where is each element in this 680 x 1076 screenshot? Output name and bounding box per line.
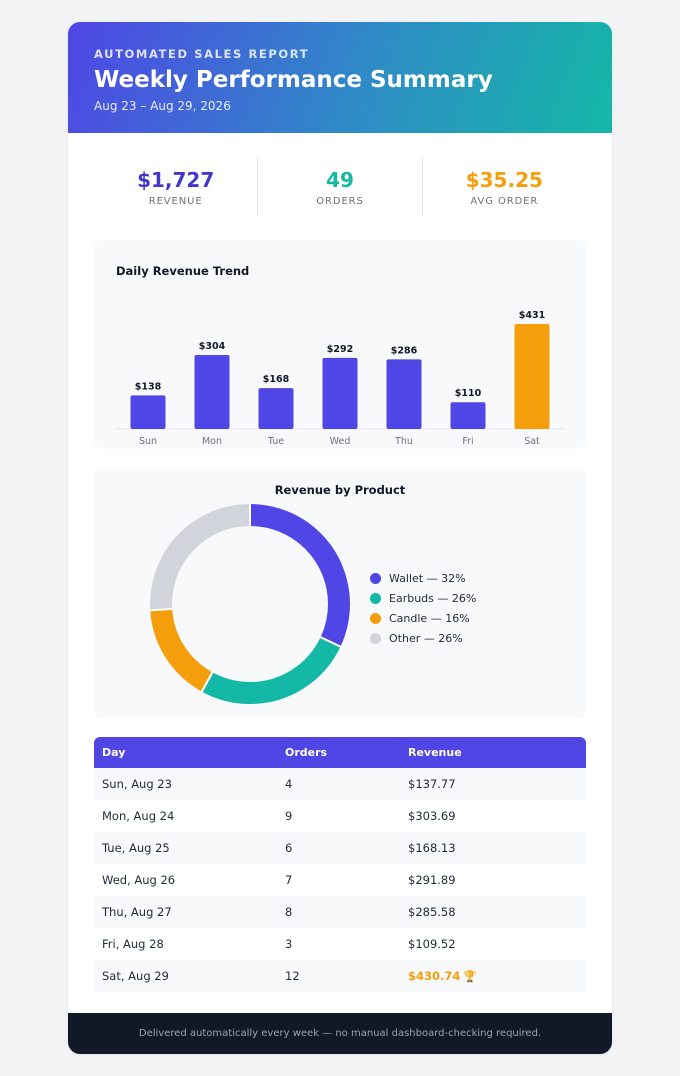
header-revenue: Revenue — [408, 746, 462, 759]
trophy-icon: 🏆 — [463, 970, 478, 983]
cell-orders: 3 — [285, 937, 293, 951]
bar-chart-svg: $138 Sun $304 Mon $168 Tue $292 Wed $286 Thu $110 F… — [116, 310, 564, 447]
header-orders: Orders — [285, 746, 328, 759]
bar-thu — [386, 359, 422, 429]
legend-label: Candle — 16% — [389, 611, 470, 625]
legend-swatch — [370, 612, 381, 624]
x-tick-label: Tue — [267, 436, 284, 447]
legend-label: Other — 26% — [389, 631, 463, 645]
x-tick-label: Mon — [202, 436, 222, 447]
cell-day: Thu, Aug 27 — [102, 905, 172, 919]
cell-orders: 4 — [285, 777, 293, 791]
legend-item: Wallet — 32% — [370, 568, 476, 588]
cell-revenue: $109.52 — [408, 937, 456, 951]
kpi-value: $35.25 — [465, 168, 543, 192]
bar-wed — [322, 357, 358, 429]
cell-orders: 8 — [285, 905, 293, 919]
legend-label: Earbuds — 26% — [389, 591, 477, 605]
x-tick-label: Sun — [139, 436, 157, 447]
kpi-revenue: $1,727 REVENUE — [94, 155, 257, 217]
report-header: AUTOMATED SALES REPORT Weekly Performanc… — [68, 22, 612, 133]
bar-mon — [194, 354, 230, 429]
cell-orders: 12 — [285, 969, 300, 983]
bar-value-label: $138 — [135, 381, 162, 392]
slice-separator — [149, 607, 174, 612]
daily-revenue-chart: $138 Sun $304 Mon $168 Tue $292 Wed $286 Thu $110 F… — [94, 240, 586, 449]
cell-orders: 9 — [285, 809, 293, 823]
cell-orders: 6 — [285, 841, 293, 855]
daily-breakdown-table: Day Orders Revenue Sun, Aug 23 4 $137.77 Mo… — [94, 737, 586, 992]
donut-chart-title: Revenue by Product — [274, 483, 406, 497]
donut-chart-svg — [149, 503, 350, 704]
cell-day: Wed, Aug 26 — [102, 873, 176, 887]
legend-item: Candle — 16% — [370, 608, 476, 628]
bar-value-label: $292 — [327, 344, 353, 355]
kpi-label: AVG ORDER — [470, 196, 539, 207]
legend-item: Other — 26% — [370, 628, 476, 648]
bar-tue — [258, 388, 294, 429]
legend-swatch — [370, 632, 381, 644]
cell-day: Tue, Aug 25 — [102, 841, 170, 855]
report-date-range: Aug 23 – Aug 29, 2026 — [94, 99, 231, 113]
cell-revenue: $303.69 — [408, 809, 456, 823]
x-tick-label: Wed — [330, 436, 351, 447]
legend-swatch — [370, 592, 381, 604]
kpi-value: $1,727 — [137, 168, 215, 192]
kpi-label: ORDERS — [316, 196, 364, 207]
bar-fri — [450, 402, 486, 429]
cell-revenue: $285.58 — [408, 905, 456, 919]
bar-value-label: $168 — [263, 374, 290, 385]
report-title: Weekly Performance Summary — [94, 67, 493, 93]
table-row: Sun, Aug 23 4 $137.77 — [94, 768, 586, 800]
legend-item: Earbuds — 26% — [370, 588, 476, 608]
table-row: Thu, Aug 27 8 $285.58 — [94, 896, 586, 928]
cell-revenue: $430.74 — [408, 969, 461, 983]
report-eyebrow: AUTOMATED SALES REPORT — [94, 47, 310, 61]
bar-sat — [514, 324, 550, 429]
bar-sun — [130, 395, 166, 429]
donut-legend: Wallet — 32% Earbuds — 26% Candle — 16% Oth… — [370, 568, 476, 648]
x-tick-label: Sat — [524, 436, 540, 447]
table-header: Day Orders Revenue — [94, 737, 586, 768]
revenue-by-product-chart: Revenue by Product Wallet — 32% Earbuds —… — [94, 468, 586, 718]
slice-separator — [319, 635, 342, 648]
header-day: Day — [102, 746, 126, 759]
cell-revenue: $137.77 — [408, 777, 456, 791]
cell-day: Fri, Aug 28 — [102, 937, 164, 951]
report-footer: Delivered automatically every week — no … — [68, 1013, 612, 1054]
kpi-avg-order: $35.25 AVG ORDER — [421, 155, 586, 217]
cell-day: Sun, Aug 23 — [102, 777, 172, 791]
kpi-row: $1,727 REVENUE 49 ORDERS $35.25 AVG ORDE… — [94, 155, 586, 217]
kpi-label: REVENUE — [148, 196, 203, 207]
table-row: Sat, Aug 29 12 $430.74 🏆 — [94, 960, 586, 992]
cell-revenue: $291.89 — [408, 873, 456, 887]
table-row: Tue, Aug 25 6 $168.13 — [94, 832, 586, 864]
table-row: Fri, Aug 28 3 $109.52 — [94, 928, 586, 960]
report-card: AUTOMATED SALES REPORT Weekly Performanc… — [68, 22, 612, 1054]
bar-chart-title: Daily Revenue Trend — [116, 264, 250, 278]
legend-label: Wallet — 32% — [389, 571, 466, 585]
cell-day: Sat, Aug 29 — [102, 969, 169, 983]
x-tick-label: Fri — [462, 436, 473, 447]
cell-orders: 7 — [285, 873, 293, 887]
cell-revenue: $168.13 — [408, 841, 456, 855]
bar-value-label: $304 — [199, 341, 226, 352]
table-body: Sun, Aug 23 4 $137.77 Mon, Aug 24 9 $303.69 Tu… — [94, 768, 586, 992]
slice-separator — [200, 670, 214, 693]
bar-value-label: $431 — [519, 310, 545, 321]
kpi-value: 49 — [326, 168, 354, 192]
legend-swatch — [370, 572, 381, 584]
donut-slice-earbuds — [150, 504, 350, 704]
cell-day: Mon, Aug 24 — [102, 809, 175, 823]
kpi-orders: 49 ORDERS — [257, 155, 421, 217]
table-row: Wed, Aug 26 7 $291.89 — [94, 864, 586, 896]
table-row: Mon, Aug 24 9 $303.69 — [94, 800, 586, 832]
bar-value-label: $110 — [455, 388, 482, 399]
bar-value-label: $286 — [391, 345, 418, 356]
x-tick-label: Thu — [394, 436, 413, 447]
